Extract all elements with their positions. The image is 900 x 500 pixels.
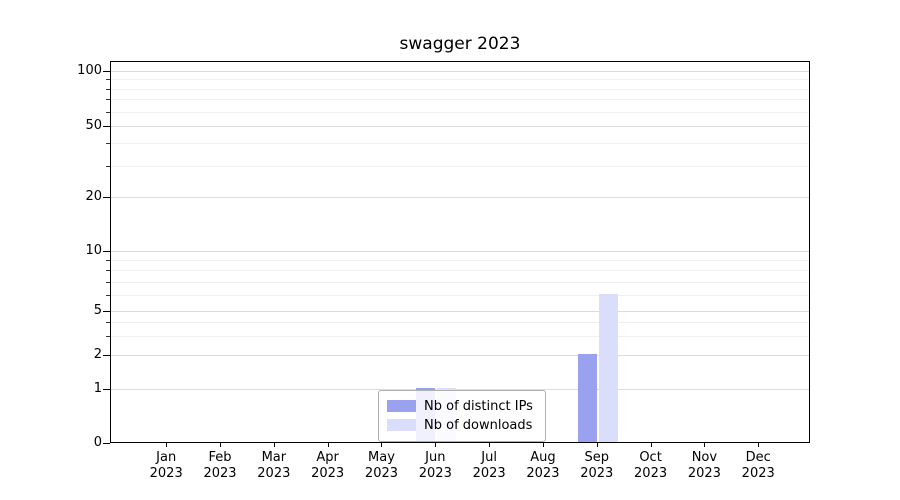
bar-nb-of-distinct-ips <box>577 354 597 442</box>
y-gridline-minor <box>111 335 809 337</box>
y-tick-label: 1 <box>93 381 102 396</box>
y-tick-label: 100 <box>77 63 102 78</box>
y-gridline-major <box>111 251 809 252</box>
y-gridline-minor <box>111 99 809 101</box>
x-tick-label: Jun 2023 <box>418 450 452 481</box>
y-minor-tick-mark <box>106 321 110 323</box>
y-tick-mark <box>103 71 110 72</box>
y-tick-label: 20 <box>85 189 102 204</box>
legend-swatch-distinct-ips <box>387 400 416 412</box>
y-gridline-minor <box>111 143 809 145</box>
x-tick-label: Sep 2023 <box>580 450 614 481</box>
x-tick-mark <box>327 443 329 447</box>
x-tick-label: Dec 2023 <box>741 450 775 481</box>
x-tick-label: Oct 2023 <box>634 450 668 481</box>
y-gridline-major <box>111 389 809 390</box>
y-gridline-minor <box>111 281 809 283</box>
x-tick-label: Jan 2023 <box>149 450 183 481</box>
y-gridline-minor <box>111 321 809 323</box>
x-tick-label: Nov 2023 <box>687 450 721 481</box>
y-tick-label: 10 <box>85 243 102 258</box>
x-tick-mark <box>273 443 275 447</box>
bar-nb-of-downloads <box>598 294 618 442</box>
x-tick-label: Feb 2023 <box>203 450 237 481</box>
y-tick-mark <box>103 126 110 127</box>
y-minor-tick-mark <box>106 165 110 167</box>
x-tick-mark <box>435 443 437 447</box>
legend-label-downloads: Nb of downloads <box>424 417 533 433</box>
chart-title: swagger 2023 <box>399 34 521 54</box>
legend-label-distinct-ips: Nb of distinct IPs <box>424 398 533 414</box>
y-gridline-minor <box>111 165 809 167</box>
x-tick-mark <box>166 443 168 447</box>
y-tick-mark <box>103 311 110 312</box>
y-tick-mark <box>103 251 110 252</box>
y-gridline-major <box>111 311 809 312</box>
y-gridline-minor <box>111 295 809 297</box>
y-tick-label: 50 <box>85 118 102 133</box>
y-tick-mark <box>103 389 110 390</box>
y-gridline-major <box>111 197 809 198</box>
y-tick-label: 0 <box>93 435 102 450</box>
y-minor-tick-mark <box>106 270 110 272</box>
x-tick-mark <box>650 443 652 447</box>
x-tick-mark <box>489 443 491 447</box>
y-gridline-major <box>111 71 809 72</box>
x-tick-label: Mar 2023 <box>257 450 291 481</box>
y-tick-mark <box>103 443 110 444</box>
legend-item-distinct-ips: Nb of distinct IPs <box>387 397 537 415</box>
plot-area: Nb of distinct IPs Nb of downloads <box>110 61 810 443</box>
x-tick-label: May 2023 <box>364 450 399 481</box>
y-minor-tick-mark <box>106 143 110 145</box>
y-minor-tick-mark <box>106 88 110 90</box>
y-minor-tick-mark <box>106 99 110 101</box>
x-tick-mark <box>758 443 760 447</box>
y-minor-tick-mark <box>106 79 110 81</box>
x-tick-mark <box>220 443 222 447</box>
y-minor-tick-mark <box>106 281 110 283</box>
y-tick-mark <box>103 197 110 198</box>
y-gridline-minor <box>111 88 809 90</box>
y-gridline-minor <box>111 260 809 262</box>
y-gridline-major <box>111 355 809 356</box>
y-minor-tick-mark <box>106 295 110 297</box>
y-tick-label: 5 <box>93 303 102 318</box>
x-tick-mark <box>542 443 544 447</box>
y-minor-tick-mark <box>106 260 110 262</box>
x-tick-mark <box>381 443 383 447</box>
y-gridline-minor <box>111 79 809 81</box>
legend-swatch-downloads <box>387 419 416 431</box>
x-tick-mark <box>596 443 598 447</box>
y-gridline-minor <box>111 270 809 272</box>
x-tick-label: Aug 2023 <box>526 450 560 481</box>
x-tick-label: Jul 2023 <box>472 450 506 481</box>
legend: Nb of distinct IPs Nb of downloads <box>378 390 546 442</box>
y-gridline-minor <box>111 111 809 113</box>
y-minor-tick-mark <box>106 335 110 337</box>
y-tick-mark <box>103 355 110 356</box>
y-tick-label: 2 <box>93 347 102 362</box>
legend-item-downloads: Nb of downloads <box>387 416 537 434</box>
y-gridline-major <box>111 126 809 127</box>
y-minor-tick-mark <box>106 111 110 113</box>
x-tick-label: Apr 2023 <box>311 450 345 481</box>
x-tick-mark <box>704 443 706 447</box>
